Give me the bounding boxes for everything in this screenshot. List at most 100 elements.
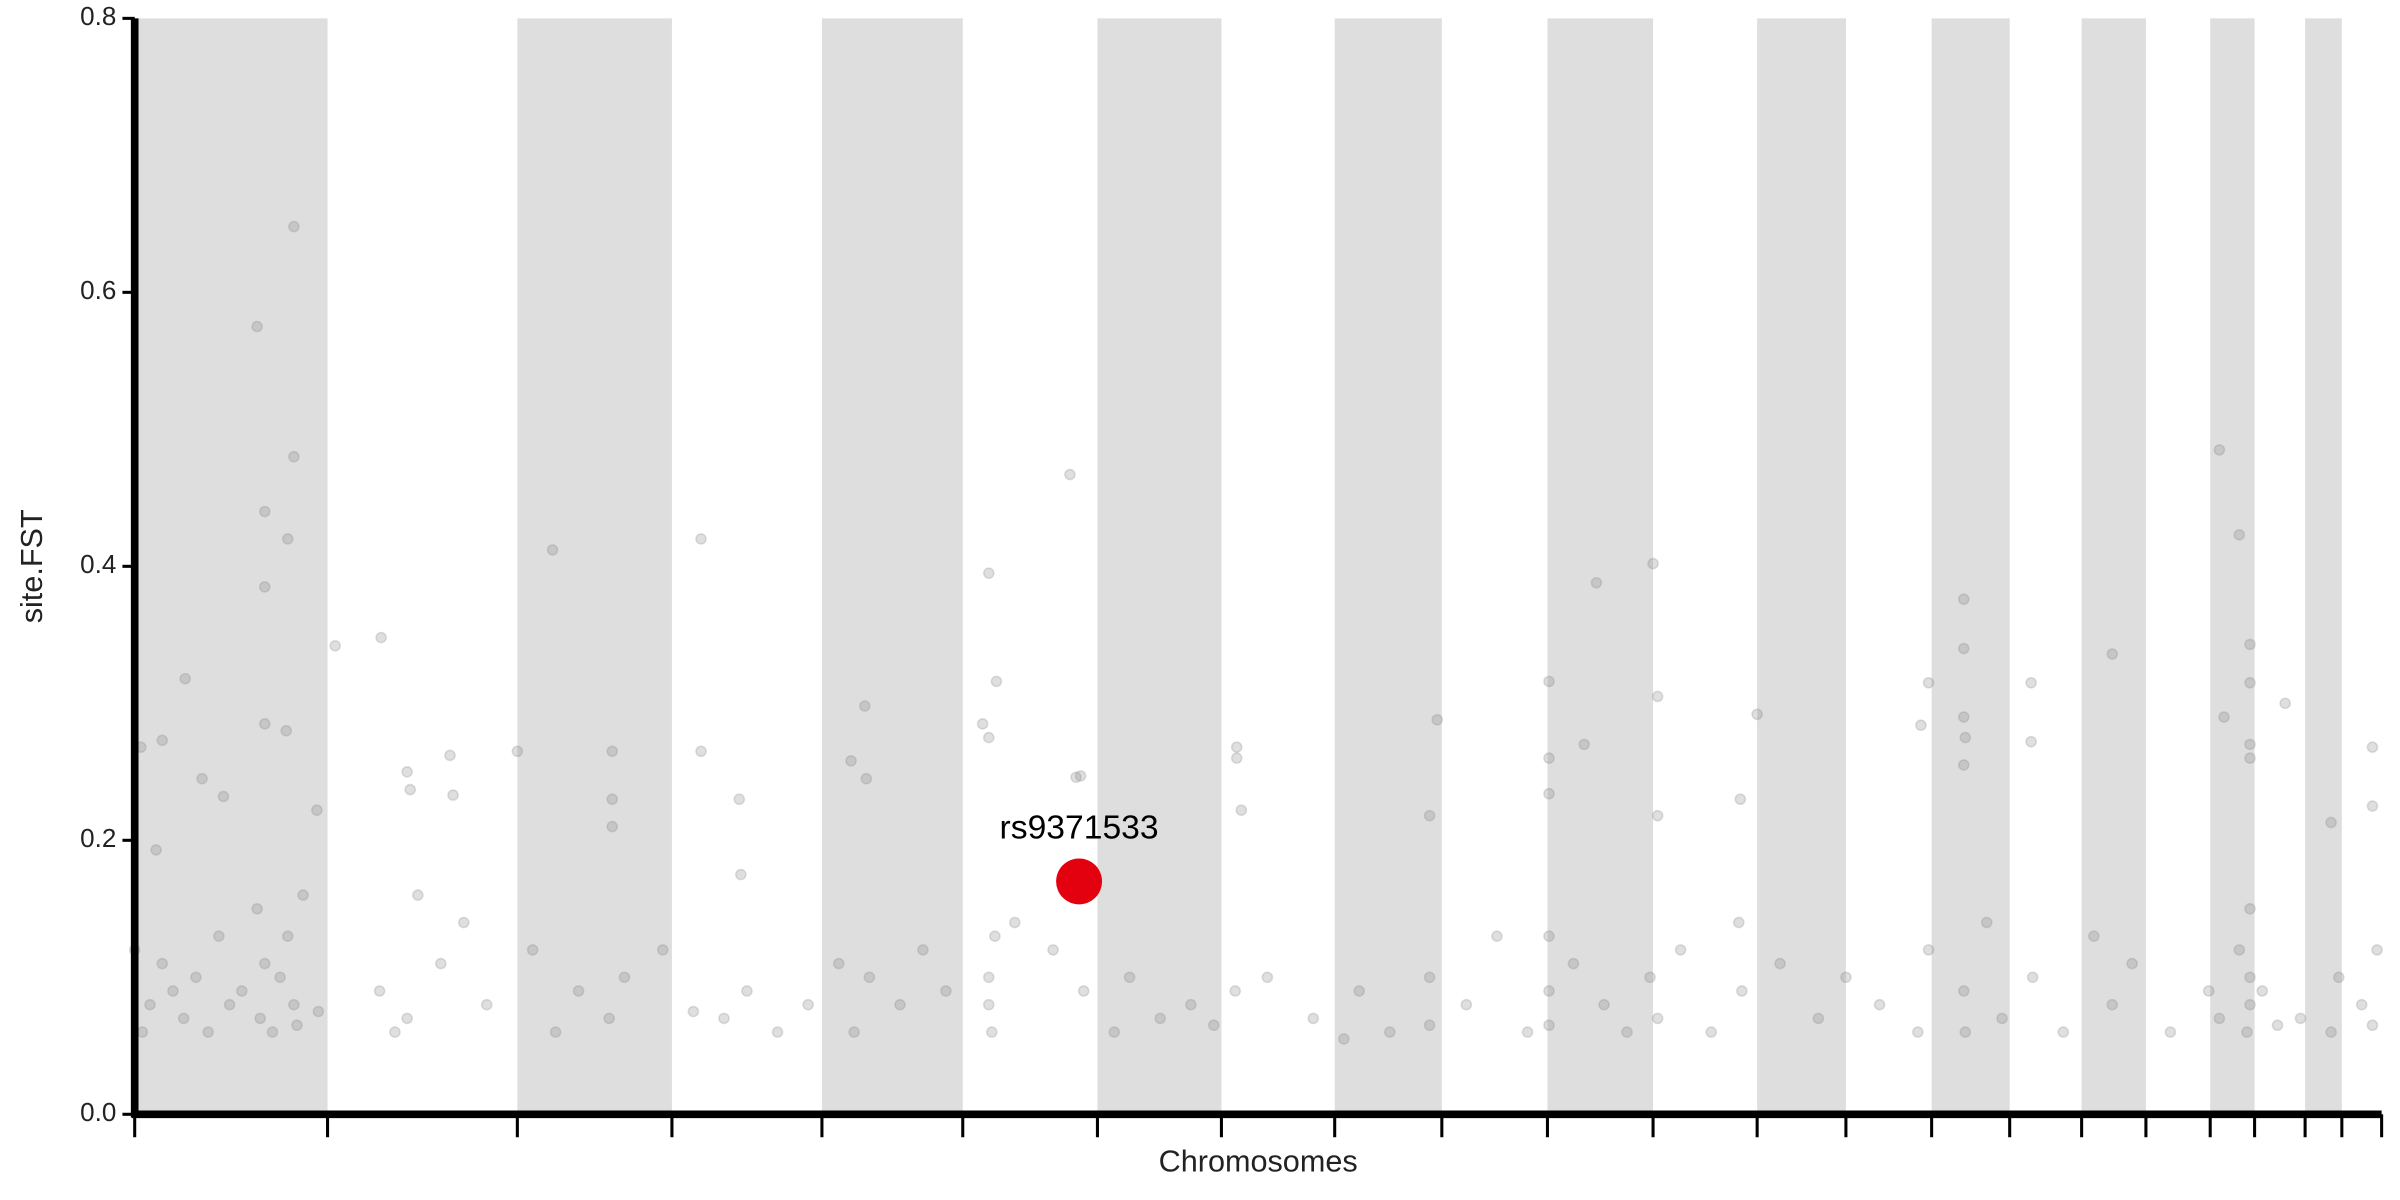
snp-point (860, 772, 873, 785)
snp-point (251, 902, 263, 915)
snp-point (2366, 1019, 2379, 1032)
snp-point (982, 971, 995, 984)
snp-point (2106, 998, 2119, 1011)
snp-point (2213, 444, 2226, 456)
y-tick-label: 0.4 (80, 549, 116, 579)
chromosome-band (134, 18, 328, 1115)
snp-point (2088, 930, 2100, 943)
snp-point (848, 1026, 860, 1038)
snp-point (412, 889, 424, 901)
snp-point (223, 998, 236, 1011)
snp-point (2371, 944, 2383, 956)
snp-point (258, 505, 271, 518)
snp-point (1261, 971, 1274, 984)
snp-point (832, 957, 845, 970)
snp-point (1590, 576, 1603, 589)
snp-point (1008, 916, 1021, 929)
snp-point (917, 944, 929, 956)
snp-point (1705, 1026, 1718, 1038)
snp-point (1123, 971, 1136, 984)
chromosome-band (1097, 18, 1222, 1115)
snp-point (2202, 985, 2215, 997)
snp-point (2294, 1012, 2307, 1025)
snp-point (1598, 998, 1610, 1011)
snp-point (1736, 985, 1748, 997)
snp-point (976, 718, 989, 730)
snp-point (177, 1012, 190, 1025)
snp-point (1922, 944, 1935, 956)
snp-point (549, 1026, 562, 1038)
snp-point (2366, 741, 2379, 753)
snp-point (1230, 752, 1243, 764)
snp-point (288, 450, 300, 463)
snp-point (258, 718, 271, 730)
snp-point (606, 820, 619, 833)
snp-point (2332, 971, 2345, 984)
snp-point (1959, 731, 1972, 744)
snp-point (266, 1026, 279, 1038)
snp-point (1644, 971, 1656, 984)
snp-point (695, 533, 707, 545)
snp-point (1070, 771, 1082, 784)
snp-point (1651, 690, 1664, 703)
snp-point (1651, 1012, 1664, 1025)
snp-point (2244, 738, 2256, 751)
snp-point (2256, 985, 2269, 997)
chromosome-band (2305, 18, 2342, 1115)
snp-point (373, 985, 386, 997)
y-tick-label: 0.0 (80, 1097, 116, 1127)
snp-point (1230, 741, 1243, 753)
chromosome-band (2081, 18, 2146, 1115)
snp-point (1543, 1019, 1555, 1032)
snp-point (1383, 1026, 1396, 1038)
snp-point (2271, 1019, 2284, 1032)
snp-point (1543, 675, 1555, 688)
snp-point (1108, 1026, 1121, 1038)
snp-point (281, 533, 294, 545)
snp-point (2126, 957, 2138, 970)
snp-point (329, 639, 342, 652)
snp-point (1074, 770, 1087, 782)
snp-point (144, 998, 156, 1011)
snp-point (457, 916, 470, 929)
snp-point (2057, 1026, 2070, 1038)
snp-point (1621, 1026, 1633, 1038)
snp-point (2213, 1012, 2226, 1025)
snp-point (2106, 648, 2119, 660)
snp-point (695, 745, 707, 758)
snp-point (297, 889, 309, 901)
snp-point (1751, 708, 1763, 721)
snp-point (401, 1012, 413, 1025)
snp-point (401, 765, 413, 778)
x-axis-title: Chromosomes (1159, 1144, 1358, 1178)
snp-point (281, 930, 294, 943)
snp-point (1812, 1012, 1825, 1025)
snp-point (444, 749, 456, 762)
snp-point (845, 755, 857, 767)
snp-point (986, 1026, 998, 1038)
snp-point (894, 998, 906, 1011)
snp-point (1840, 971, 1852, 984)
snp-point (618, 971, 631, 984)
snp-point (1460, 998, 1473, 1011)
snp-point (1915, 719, 1927, 732)
y-axis-title: site.FST (15, 509, 49, 623)
snp-point (2244, 998, 2256, 1011)
snp-point (274, 971, 286, 984)
y-tick-label: 0.8 (80, 1, 116, 31)
snp-point (802, 998, 814, 1011)
chromosome-bands (134, 18, 2342, 1115)
snp-point (1423, 809, 1436, 822)
highlight-label: rs9371533 (1000, 809, 1159, 846)
snp-point (982, 567, 995, 579)
snp-point (196, 772, 208, 785)
snp-point (1996, 1012, 2008, 1025)
snp-point (940, 985, 952, 997)
snp-point (1674, 944, 1687, 956)
snp-point (687, 1005, 700, 1018)
snp-point (989, 930, 1001, 943)
snp-point (2244, 752, 2256, 764)
snp-point (217, 790, 230, 803)
snp-point (1567, 957, 1580, 970)
